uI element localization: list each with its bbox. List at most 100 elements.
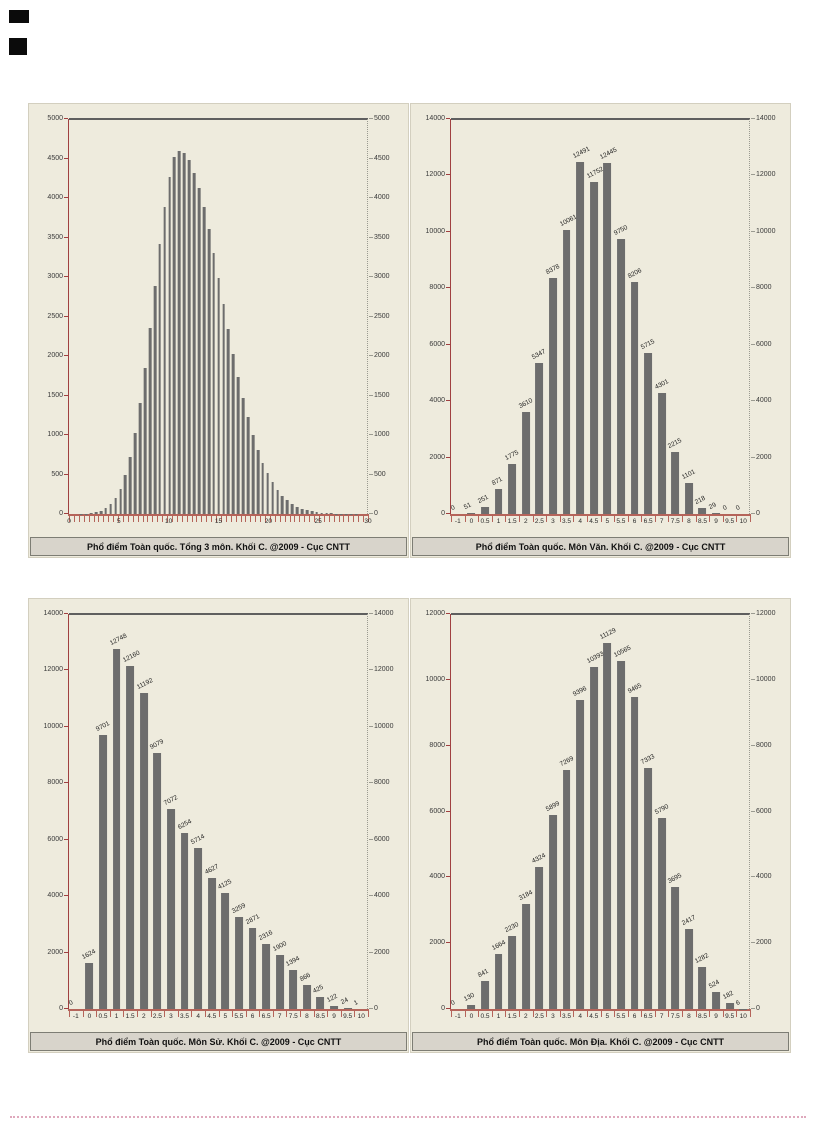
x-tick (641, 1011, 643, 1017)
y-tick (751, 744, 755, 746)
bar (535, 866, 544, 1009)
x-tick (232, 1011, 234, 1017)
bar-slot (319, 119, 324, 514)
bar-slot: 4627 (204, 614, 220, 1009)
y-tick (751, 400, 755, 402)
bar (562, 230, 571, 514)
y-tick-label: 3500 (47, 233, 63, 241)
x-tick (695, 516, 697, 522)
y-tick-label: 2000 (429, 939, 445, 947)
y-tick-label: 14000 (374, 610, 394, 617)
y-tick (369, 1008, 373, 1009)
bar-value-label: 1394 (285, 954, 302, 968)
x-tick (186, 516, 188, 522)
bar-slot (324, 119, 329, 514)
x-tick (327, 1011, 329, 1017)
bar (212, 253, 216, 514)
bar-slot (172, 119, 177, 514)
y-tick-label: 0 (756, 510, 760, 517)
bar-slot (339, 119, 344, 514)
x-tick (98, 516, 100, 522)
bar-value-label: 5715 (639, 337, 657, 351)
x-axis-labels: -1 0 0.5 1 1.5 2 2.5 3 3.5 4 4.5 5 5.5 6 6.5 7 7.5 8 8.5 9 9… (451, 518, 750, 530)
bar-value-label: 2230 (503, 920, 521, 934)
x-tick (204, 1011, 206, 1017)
x-tick (218, 1011, 220, 1017)
y-tick-label: 4000 (374, 892, 390, 900)
y-tick (64, 513, 68, 514)
bar-value-label: 3695 (667, 872, 684, 886)
bar-slot: 0 (721, 119, 737, 514)
bar (133, 432, 137, 514)
bar-value-label: 218 (694, 494, 708, 506)
x-tick (162, 516, 164, 522)
x-tick (328, 516, 330, 522)
bar-slot (162, 119, 167, 514)
y-tick (64, 434, 68, 435)
bar-slot: 6254 (176, 614, 192, 1009)
x-tick-label: 3.5 (180, 1013, 190, 1020)
x-tick (695, 1011, 697, 1017)
x-tick-label: 1 (496, 1013, 501, 1020)
bar (549, 814, 557, 1009)
bar (285, 500, 289, 514)
bar (153, 285, 157, 514)
y-tick (446, 230, 450, 232)
x-tick-label: 0 (469, 518, 474, 525)
x-tick (269, 516, 271, 522)
y-tick (369, 118, 373, 119)
bar-slot: 3695 (667, 614, 684, 1009)
bar-slot: 10393 (586, 614, 605, 1009)
x-tick-label: 2.5 (534, 518, 544, 525)
x-tick (191, 516, 193, 522)
y-tick-label: 1500 (47, 391, 63, 399)
bar-slot (103, 119, 108, 514)
x-tick-label: 0 (87, 1013, 92, 1020)
x-axis-labels: 0 5 10 15 20 25 30 (67, 518, 371, 530)
x-tick (750, 1011, 751, 1017)
x-tick-label: 8 (687, 1013, 691, 1020)
x-axis-line (68, 1009, 369, 1011)
bar (266, 473, 270, 514)
x-tick-label: 0 (469, 1013, 474, 1020)
y-tick (446, 942, 450, 944)
bar (261, 462, 265, 514)
y-tick (446, 174, 450, 176)
bar (603, 642, 612, 1009)
y-tick-label: 12000 (756, 610, 776, 617)
bar-slot (363, 119, 368, 514)
bar-value-label: 2215 (667, 436, 684, 450)
x-tick-label: 20 (264, 518, 272, 525)
x-tick (627, 516, 629, 522)
y-tick (64, 1008, 68, 1009)
x-tick-label: 8 (687, 518, 691, 525)
bar-value-label: 6 (735, 998, 742, 1007)
bar (138, 402, 142, 514)
bar (630, 282, 639, 514)
x-axis-labels: -1 0 0.5 1 1.5 2 2.5 3 3.5 4 4.5 5 5.5 6 6.5 7 7.5 8 8.5 9 9… (451, 1013, 750, 1025)
x-tick (245, 516, 247, 522)
bar (194, 847, 203, 1009)
bar-value-label: 2316 (257, 928, 275, 942)
black-mark-2 (9, 38, 27, 55)
y-tick-label: 10000 (425, 227, 445, 235)
x-tick (682, 516, 684, 522)
bar (481, 981, 489, 1009)
x-tick (191, 1011, 193, 1017)
bar-slot: 871 (490, 119, 506, 514)
plot-top-frame (69, 613, 368, 615)
y-tick-label: 6000 (429, 340, 445, 348)
x-tick (546, 516, 548, 522)
x-tick (196, 516, 198, 522)
bar (657, 392, 666, 514)
x-axis-labels: -1 0 0.5 1 1.5 2 2.5 3 3.5 4 4.5 5 5.5 6 6.5 7 7.5 8 8.5 9 9… (69, 1013, 368, 1025)
x-tick (559, 516, 561, 522)
x-tick (147, 516, 149, 522)
bar-slot: 24 (339, 614, 355, 1009)
bar (114, 497, 117, 514)
x-tick-label: 2 (141, 1013, 146, 1020)
bar-value-label: 29 (707, 501, 718, 512)
x-tick-label: 3 (551, 1013, 555, 1020)
x-tick-label: 4 (196, 1013, 200, 1020)
x-tick-label: 9 (332, 1013, 336, 1020)
